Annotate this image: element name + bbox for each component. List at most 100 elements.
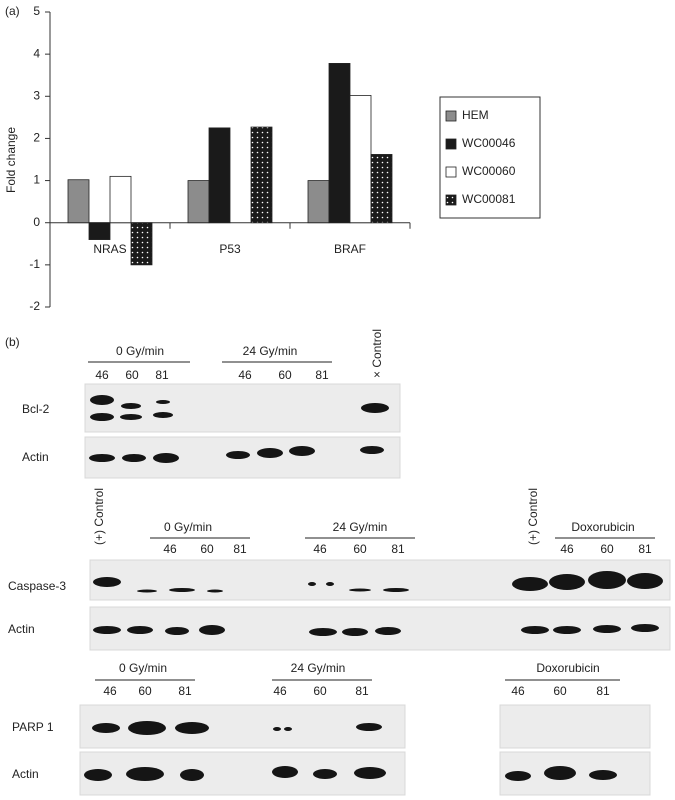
- band: [309, 628, 337, 636]
- band: [156, 400, 170, 404]
- lane-label: 60: [138, 684, 152, 698]
- group-title: Doxorubicin: [536, 661, 599, 675]
- legend-swatch: [445, 138, 457, 150]
- lane-label: 46: [313, 542, 327, 556]
- lane-label: 46: [163, 542, 177, 556]
- group-title: 0 Gy/min: [116, 344, 164, 358]
- lane-label: 46: [511, 684, 525, 698]
- group-title: Doxorubicin: [571, 520, 634, 534]
- row-label: Actin: [12, 767, 39, 781]
- band: [207, 589, 223, 593]
- bar: [328, 63, 351, 224]
- lane-label: 60: [353, 542, 367, 556]
- band: [153, 412, 173, 418]
- lane-label: 81: [596, 684, 610, 698]
- band: [361, 403, 389, 413]
- y-tick-label: -2: [29, 299, 40, 313]
- band: [308, 582, 316, 586]
- lane-label: 46: [238, 368, 252, 382]
- band: [383, 588, 409, 592]
- legend-box: [439, 96, 541, 219]
- lane-label: 60: [600, 542, 614, 556]
- legend-swatch: [445, 110, 457, 122]
- row-label: Bcl-2: [22, 402, 50, 416]
- band: [360, 446, 384, 454]
- band: [93, 577, 121, 587]
- band: [521, 626, 549, 634]
- row-label: Actin: [8, 622, 35, 636]
- band: [375, 627, 401, 635]
- band: [90, 395, 114, 405]
- bar: [109, 175, 132, 224]
- band: [313, 769, 337, 779]
- band: [631, 624, 659, 632]
- bar: [67, 179, 90, 224]
- band: [512, 577, 548, 591]
- legend-label: WC00046: [462, 136, 516, 150]
- band: [273, 727, 281, 731]
- row-label: Actin: [22, 450, 49, 464]
- lane-label: 46: [560, 542, 574, 556]
- x-tick-label: BRAF: [334, 242, 366, 256]
- bar: [370, 154, 393, 224]
- y-axis-label: Fold change: [4, 127, 18, 193]
- y-tick-label: 2: [33, 131, 40, 145]
- lane-label: 81: [391, 542, 405, 556]
- lane-label: 81: [178, 684, 192, 698]
- legend-label: WC00081: [462, 192, 516, 206]
- group-title: 0 Gy/min: [119, 661, 167, 675]
- band: [354, 767, 386, 779]
- band: [93, 626, 121, 634]
- group-title: 24 Gy/min: [333, 520, 388, 534]
- band: [342, 628, 368, 636]
- band: [89, 454, 115, 462]
- bar: [349, 95, 372, 224]
- lane-label: 81: [638, 542, 652, 556]
- band: [326, 582, 334, 586]
- band: [153, 453, 179, 463]
- panel-label: (b): [5, 335, 20, 349]
- lane-label: 60: [125, 368, 139, 382]
- control-label: (+) Control: [92, 488, 106, 545]
- lane-label: 60: [553, 684, 567, 698]
- legend-swatch: [445, 194, 457, 206]
- bar: [307, 180, 330, 224]
- band: [226, 451, 250, 459]
- lane-label: 46: [103, 684, 117, 698]
- band: [553, 626, 581, 634]
- lane-label: 60: [278, 368, 292, 382]
- y-tick-label: 4: [33, 46, 40, 60]
- legend-label: WC00060: [462, 164, 516, 178]
- blot-backgrounds: [79, 383, 671, 796]
- band: [349, 588, 371, 592]
- y-tick-label: 5: [33, 4, 40, 18]
- band: [199, 625, 225, 635]
- row-label: Caspase-3: [8, 579, 66, 593]
- lane-label: 46: [273, 684, 287, 698]
- lane-label: 60: [200, 542, 214, 556]
- band: [284, 727, 292, 731]
- band: [120, 414, 142, 420]
- bar: [208, 127, 231, 224]
- x-tick-label: P53: [219, 242, 241, 256]
- band: [128, 721, 166, 735]
- band: [627, 573, 663, 589]
- lane-label: 81: [155, 368, 169, 382]
- lane-label: 60: [313, 684, 327, 698]
- band: [289, 446, 315, 456]
- band: [588, 571, 626, 589]
- y-tick-label: -1: [29, 257, 40, 271]
- control-label: × Control: [370, 329, 384, 378]
- panel-label: (a): [5, 4, 20, 18]
- bar: [250, 126, 273, 224]
- band: [169, 588, 195, 592]
- band: [84, 769, 112, 781]
- group-title: 24 Gy/min: [291, 661, 346, 675]
- band: [126, 767, 164, 781]
- bar: [130, 222, 153, 266]
- band: [180, 769, 204, 781]
- lane-label: 46: [95, 368, 109, 382]
- band: [165, 627, 189, 635]
- band: [137, 589, 157, 593]
